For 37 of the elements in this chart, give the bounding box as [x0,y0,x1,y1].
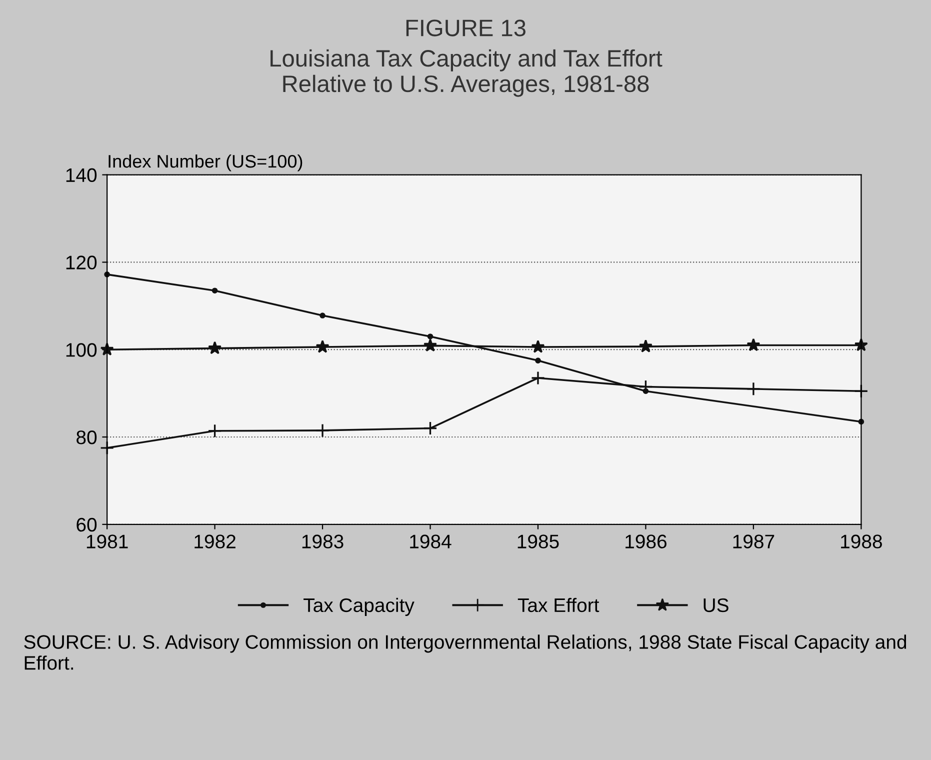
y-tick-label: 120 [66,256,97,270]
chart-title: FIGURE 13 [406,20,526,36]
y-tick-label: 140 [66,168,97,182]
point [854,384,868,398]
y-tick-label: 100 [66,343,97,357]
legend-label: US [704,598,728,612]
point [531,340,545,353]
x-tick-label: 1987 [733,534,774,548]
x-tick-label: 1983 [302,534,344,548]
point [316,340,330,353]
point [746,382,761,396]
point [423,421,438,436]
point [100,440,114,456]
chart-subtitle: Louisiana Tax Capacity and Tax Effort Relative to U.S. Averages, 1981-88 [270,49,662,97]
point [320,312,326,318]
x-tick-label: 1986 [626,534,666,548]
point [530,370,546,386]
x-tick-label: 1984 [410,534,452,548]
point [212,288,218,294]
legend-label: Tax Effort [518,598,600,612]
point [208,341,222,354]
x-tick-label: 1981 [86,534,128,548]
legend-label: Tax Capacity [304,598,414,616]
point [208,424,222,438]
x-tick-label: 1988 [841,534,882,548]
point [423,338,438,352]
y-axis-title: Index Number (US=100) [108,154,302,172]
point [746,338,760,352]
point [315,423,330,438]
point [535,358,541,364]
point [427,334,434,340]
source-note: SOURCE: U. S. Advisory Commission on Intergovernmental Relations, 1988 State Fiscal Capacity and Effort. [24,634,906,670]
y-tick-label: 60 [76,518,97,532]
x-tick-label: 1985 [518,534,559,548]
point [638,339,652,352]
x-tick-label: 1982 [194,534,236,548]
y-tick-label: 80 [76,430,97,444]
